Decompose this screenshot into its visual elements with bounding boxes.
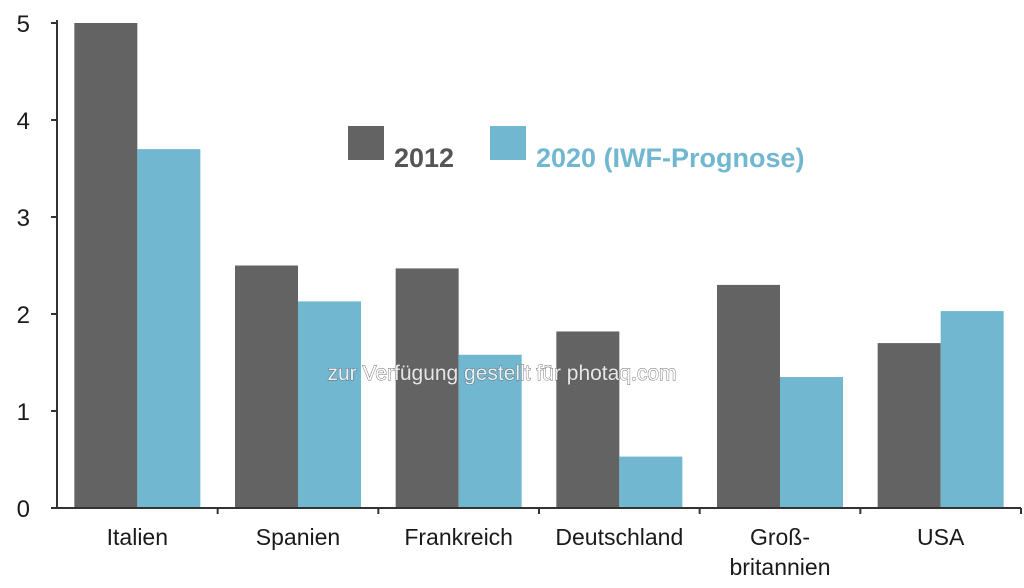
y-tick-label: 5 [17,11,30,38]
y-tick-label: 2 [17,302,30,329]
y-tick-label: 4 [17,108,30,135]
bar-2012-4 [717,284,780,508]
legend-label-2012: 2012 [394,143,454,173]
legend-swatch-2012 [348,126,384,160]
legend-label-2020: 2020 (IWF-Prognose) [536,143,805,173]
x-category-label: Spanien [256,524,340,550]
bar-2020-5 [940,311,1004,508]
y-tick-label: 0 [17,496,30,523]
bar-2020-2 [458,354,522,508]
y-ticks-layer: 0 1 2 3 4 5 [17,11,57,523]
legend-swatch-2020 [490,126,526,160]
legend: 2012 2020 (IWF-Prognose) [348,126,805,173]
x-category-label: Deutschland [555,524,683,550]
bar-2020-0 [137,149,201,508]
y-tick-label: 3 [17,205,30,232]
bars-layer [74,23,1004,508]
bar-2012-0 [74,23,138,508]
x-category-label: USA [917,524,965,550]
bar-2020-4 [780,377,843,508]
x-category-label: Groß-britannien [729,524,830,580]
y-tick-label: 1 [17,399,30,426]
bar-2020-3 [619,456,683,508]
bar-2012-3 [556,331,620,508]
axes-layer [56,20,1021,509]
x-category-label: Frankreich [404,524,513,550]
bar-2012-2 [395,268,459,508]
bar-2012-5 [877,343,941,508]
bar-2012-1 [235,265,298,508]
x-labels-layer: Italien Spanien Frankreich Deutschland Groß-… [107,508,1022,580]
bar-2020-1 [298,301,361,508]
x-category-label: Italien [107,524,168,550]
watermark: zur Verfügung gestellt für photaq.com [327,362,676,385]
